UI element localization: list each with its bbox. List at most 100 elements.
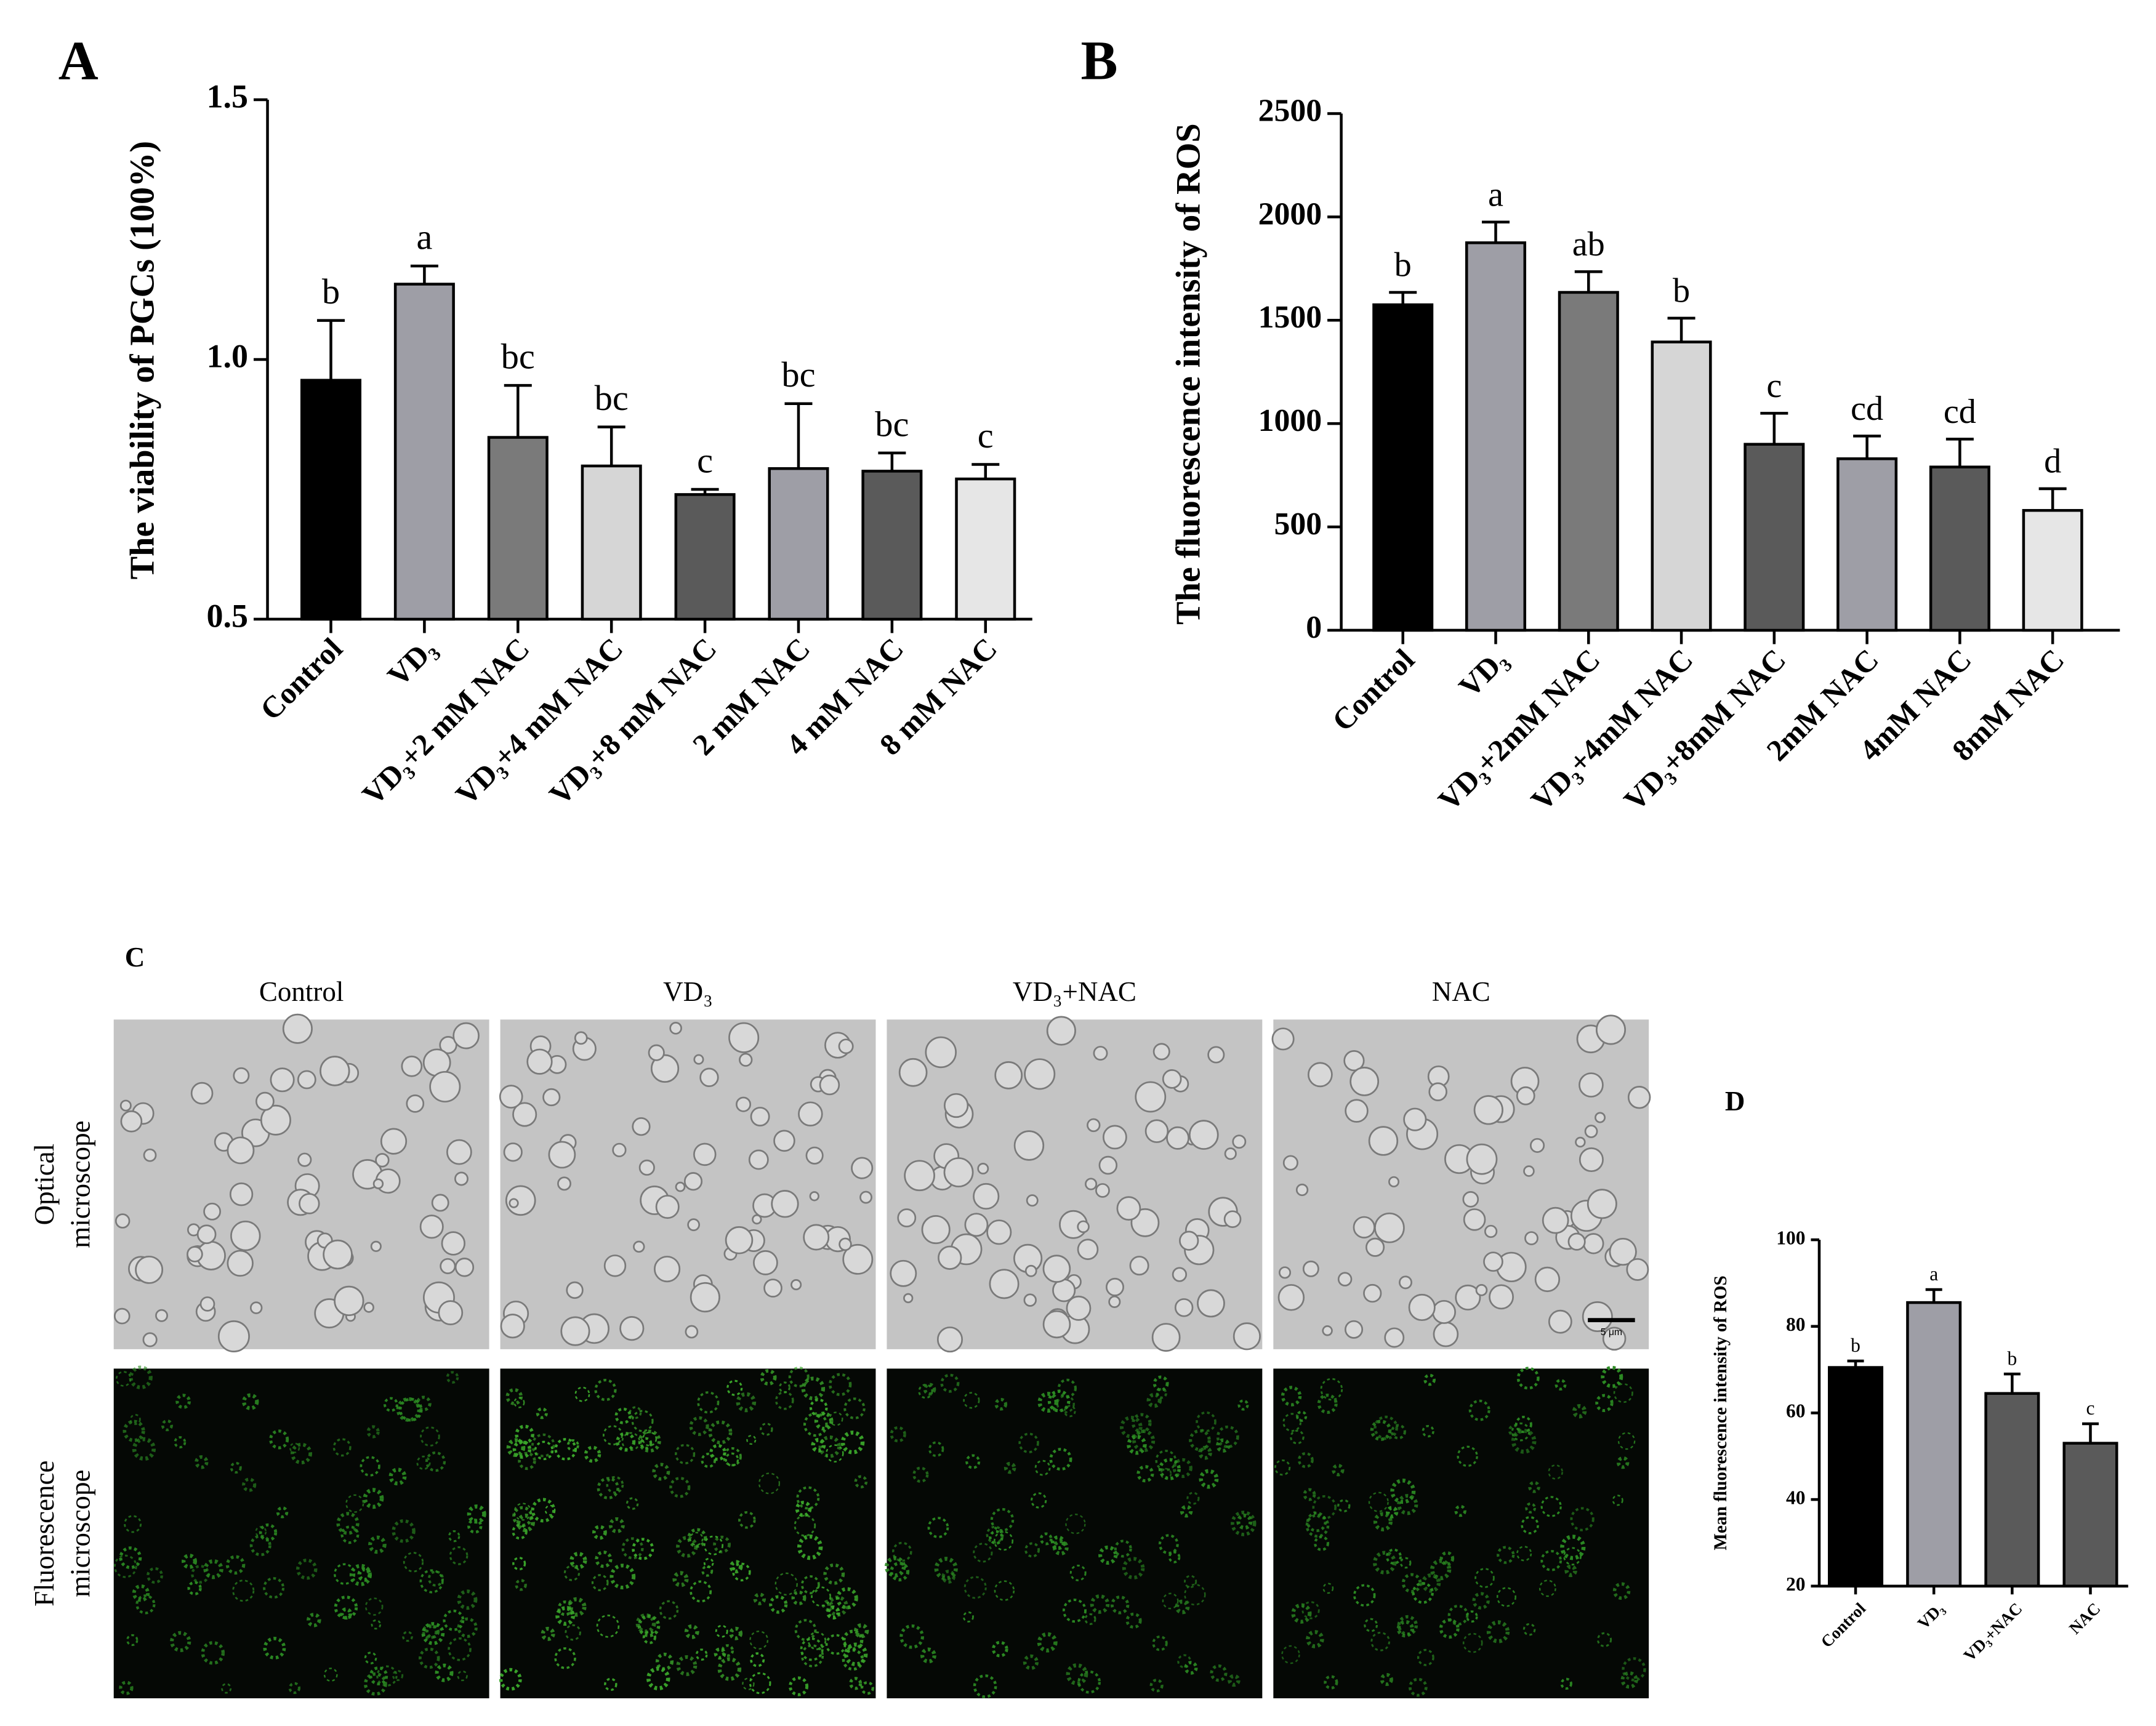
significance-letter: c xyxy=(697,440,713,480)
cell xyxy=(1049,1448,1072,1471)
cell xyxy=(364,1597,384,1616)
error-bar xyxy=(1574,270,1603,292)
cell xyxy=(638,1429,661,1453)
cell xyxy=(1196,1411,1217,1432)
cell xyxy=(1037,1392,1059,1413)
cell xyxy=(515,1424,534,1445)
image-background xyxy=(113,1368,489,1698)
cell xyxy=(443,1609,465,1631)
micrograph xyxy=(499,1019,876,1349)
cell xyxy=(1463,1208,1486,1231)
cell xyxy=(672,1571,689,1588)
cell xyxy=(640,1437,653,1450)
cell xyxy=(912,1466,929,1483)
cell xyxy=(1455,1284,1481,1311)
cell xyxy=(739,1053,753,1067)
cell xyxy=(650,1054,680,1083)
cell xyxy=(619,1316,645,1341)
cell xyxy=(1110,1596,1130,1615)
cell xyxy=(1168,1551,1181,1563)
bar xyxy=(1558,291,1619,632)
cell xyxy=(446,1371,459,1384)
cell xyxy=(597,1477,619,1499)
cell xyxy=(1370,1631,1391,1652)
cell xyxy=(548,1141,576,1169)
cell xyxy=(401,1055,423,1077)
cell xyxy=(1374,1212,1405,1243)
cell xyxy=(307,1613,321,1628)
x-tick-label: VD₃+2 mM NAC xyxy=(356,632,536,812)
bar xyxy=(1465,241,1527,632)
cell xyxy=(1172,1458,1193,1479)
cell xyxy=(1575,1136,1586,1148)
cell xyxy=(1422,1424,1434,1438)
cell xyxy=(1155,1450,1177,1471)
cell xyxy=(1570,1507,1595,1531)
cell xyxy=(736,1096,752,1112)
bar xyxy=(955,477,1016,621)
cell xyxy=(938,1245,962,1270)
cell xyxy=(609,1563,636,1590)
cell xyxy=(1365,1237,1385,1257)
bar xyxy=(1836,457,1898,632)
cell xyxy=(1408,1677,1428,1697)
cell xyxy=(1042,1310,1071,1339)
cell xyxy=(1373,1512,1393,1531)
cell xyxy=(1468,1399,1490,1421)
cell xyxy=(113,1307,131,1325)
cell xyxy=(1322,1325,1333,1336)
cell xyxy=(625,1497,639,1510)
y-tick-label: 2500 xyxy=(1258,93,1322,128)
cell xyxy=(604,1677,617,1692)
cell xyxy=(1039,1532,1053,1546)
cell xyxy=(800,1637,824,1661)
cell xyxy=(336,1512,360,1535)
cell xyxy=(363,1672,387,1696)
cell xyxy=(1540,1549,1562,1571)
cell xyxy=(788,1367,810,1388)
cell xyxy=(1616,1456,1630,1469)
cell xyxy=(986,1219,1012,1245)
cell xyxy=(1156,1387,1167,1399)
cell xyxy=(1233,1322,1261,1351)
cell xyxy=(544,1504,556,1516)
cell xyxy=(425,1451,446,1472)
cell xyxy=(1390,1424,1406,1440)
cell xyxy=(1090,1594,1110,1614)
y-tick-label: 1.5 xyxy=(207,78,249,114)
cell xyxy=(505,1388,523,1405)
cell xyxy=(811,1437,826,1453)
significance-letter: b xyxy=(2007,1347,2017,1369)
y-tick-label: 80 xyxy=(1786,1314,1806,1335)
cell xyxy=(1462,1632,1483,1653)
row-label: Optical xyxy=(29,1144,60,1225)
cell xyxy=(534,1440,554,1461)
significance-letter: b xyxy=(1851,1335,1860,1356)
cell xyxy=(1151,1323,1181,1352)
cell xyxy=(684,1624,699,1639)
cell xyxy=(708,1420,733,1445)
cell xyxy=(1095,1183,1110,1198)
y-tick-label: 60 xyxy=(1786,1400,1806,1422)
y-tick-label: 1.0 xyxy=(207,337,249,374)
cell xyxy=(1172,1267,1188,1282)
cell xyxy=(441,1231,465,1256)
cell xyxy=(1066,1663,1088,1685)
cell xyxy=(1066,1295,1092,1321)
y-axis-label: The viability of PGCs (100%) xyxy=(123,141,161,580)
cell xyxy=(800,1575,820,1594)
cell xyxy=(807,1631,827,1650)
cell xyxy=(499,1668,522,1691)
x-tick-label: VD₃+8mM NAC xyxy=(1617,643,1792,817)
cell xyxy=(750,1652,765,1668)
significance-letter: c xyxy=(978,415,994,456)
cell xyxy=(345,1494,364,1513)
cell xyxy=(174,1436,187,1449)
cell xyxy=(288,1682,301,1694)
cell xyxy=(119,1546,142,1570)
cell xyxy=(1475,1284,1488,1296)
cell xyxy=(994,1580,1015,1601)
error-bar xyxy=(597,425,625,466)
cell xyxy=(512,1557,526,1571)
cell xyxy=(1522,1623,1536,1636)
